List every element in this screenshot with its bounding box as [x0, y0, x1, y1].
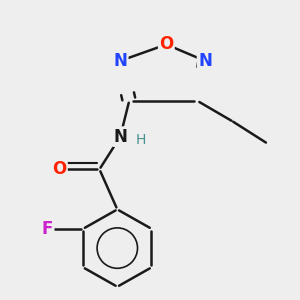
Text: F: F — [42, 220, 53, 238]
Text: H: H — [135, 133, 146, 147]
Text: O: O — [159, 35, 173, 53]
Text: N: N — [113, 52, 127, 70]
Text: N: N — [113, 128, 127, 146]
Text: O: O — [52, 160, 67, 178]
Text: N: N — [198, 52, 212, 70]
